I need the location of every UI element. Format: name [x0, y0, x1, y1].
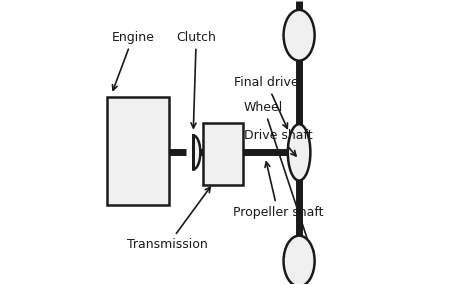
Text: Clutch: Clutch: [176, 31, 216, 128]
Text: Final drive: Final drive: [234, 76, 299, 129]
Ellipse shape: [288, 124, 310, 181]
FancyBboxPatch shape: [107, 97, 169, 205]
FancyBboxPatch shape: [203, 123, 243, 185]
Text: Wheel: Wheel: [244, 101, 314, 256]
Text: Propeller shaft: Propeller shaft: [233, 162, 323, 219]
Polygon shape: [193, 135, 201, 169]
Text: Engine: Engine: [111, 31, 154, 90]
Text: Drive shaft: Drive shaft: [244, 129, 313, 156]
Text: Transmission: Transmission: [128, 187, 210, 251]
Ellipse shape: [283, 10, 315, 61]
Ellipse shape: [283, 236, 315, 285]
